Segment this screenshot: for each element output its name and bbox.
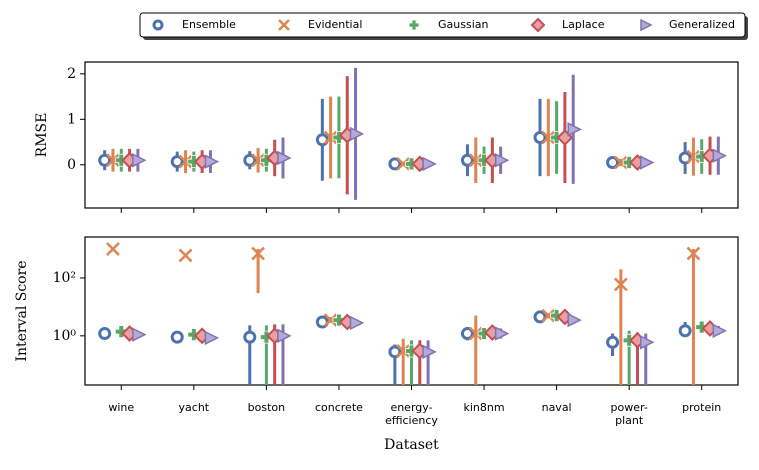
marker xyxy=(640,335,655,350)
legend-label: Ensemble xyxy=(182,18,236,31)
marker xyxy=(187,328,201,342)
marker xyxy=(251,246,265,261)
marker xyxy=(204,154,220,169)
marker xyxy=(695,320,709,334)
marker xyxy=(606,156,620,170)
marker xyxy=(106,242,120,256)
x-tick-label: yacht xyxy=(179,401,210,414)
marker xyxy=(388,345,402,359)
marker xyxy=(686,246,701,261)
marker xyxy=(106,153,120,168)
x-tick-label: power-plant xyxy=(611,401,648,427)
y-tick-label: 10² xyxy=(53,270,76,286)
y-tick-label: 1 xyxy=(67,111,76,127)
marker xyxy=(640,155,655,170)
series-group xyxy=(98,242,727,385)
y-tick-label: 10⁰ xyxy=(53,328,77,344)
marker xyxy=(98,153,112,167)
marker xyxy=(422,156,437,172)
marker xyxy=(541,308,556,323)
marker xyxy=(550,309,564,323)
y-axis-label: RMSE xyxy=(34,113,50,158)
marker xyxy=(243,153,257,167)
marker xyxy=(408,19,420,31)
marker xyxy=(613,155,628,170)
x-tick-label: energy-efficiency xyxy=(385,401,438,427)
marker xyxy=(678,151,692,165)
plot-area: 0 1 2 RMSE xyxy=(34,61,739,213)
marker xyxy=(323,313,338,327)
axes-frame xyxy=(84,61,739,209)
marker xyxy=(541,130,556,145)
marker xyxy=(396,344,411,358)
marker xyxy=(132,153,147,168)
legend-label: Evidential xyxy=(308,18,362,31)
x-tick-label: boston xyxy=(248,401,285,414)
marker xyxy=(712,323,727,338)
marker xyxy=(530,17,546,33)
marker xyxy=(152,19,164,31)
marker xyxy=(606,335,620,349)
marker xyxy=(712,148,727,163)
marker xyxy=(204,330,220,346)
x-tick-label: protein xyxy=(682,401,721,414)
legend-frame xyxy=(139,12,746,38)
marker xyxy=(460,327,474,341)
legend-label: Laplace xyxy=(562,18,605,31)
marker xyxy=(494,153,510,168)
x-tick-label: kin8nm xyxy=(464,401,505,414)
marker xyxy=(422,344,437,360)
y-tick-label: 0 xyxy=(67,157,76,173)
x-tick-label: naval xyxy=(542,401,572,414)
x-tick-label: concrete xyxy=(315,401,363,414)
x-tick-label: wine xyxy=(108,401,134,414)
x-axis-label: Dataset xyxy=(384,437,439,453)
marker xyxy=(243,330,257,344)
y-axis-label: Interval Score xyxy=(14,260,30,361)
marker xyxy=(613,277,628,292)
marker xyxy=(251,153,265,168)
marker xyxy=(98,327,112,341)
marker xyxy=(686,149,701,164)
legend-label: Generalized xyxy=(669,18,735,31)
marker xyxy=(114,325,128,339)
y-tick-label: 2 xyxy=(67,66,76,82)
marker xyxy=(132,327,147,342)
marker xyxy=(567,122,582,137)
legend: Ensemble Evidential Gaussian Laplace General… xyxy=(152,17,735,33)
marker xyxy=(396,156,411,171)
marker xyxy=(349,126,365,142)
marker xyxy=(178,154,193,169)
marker xyxy=(533,310,547,324)
plot-area: 10⁰ 10² wine yacht boston concrete energy-effi… xyxy=(14,236,739,453)
marker xyxy=(323,130,338,145)
marker xyxy=(170,155,184,169)
marker xyxy=(277,328,292,344)
marker xyxy=(388,157,402,171)
marker xyxy=(278,19,290,31)
marker xyxy=(494,326,510,341)
marker xyxy=(170,330,184,344)
marker xyxy=(533,131,547,145)
marker xyxy=(349,315,365,331)
marker xyxy=(468,153,483,168)
marker xyxy=(460,153,474,167)
marker xyxy=(567,312,582,328)
legend-label: Gaussian xyxy=(438,18,488,31)
marker xyxy=(678,324,692,338)
marker xyxy=(332,313,346,327)
marker xyxy=(277,150,292,166)
marker xyxy=(468,326,483,341)
marker xyxy=(640,18,653,32)
series-group xyxy=(98,67,727,200)
marker xyxy=(178,248,193,263)
